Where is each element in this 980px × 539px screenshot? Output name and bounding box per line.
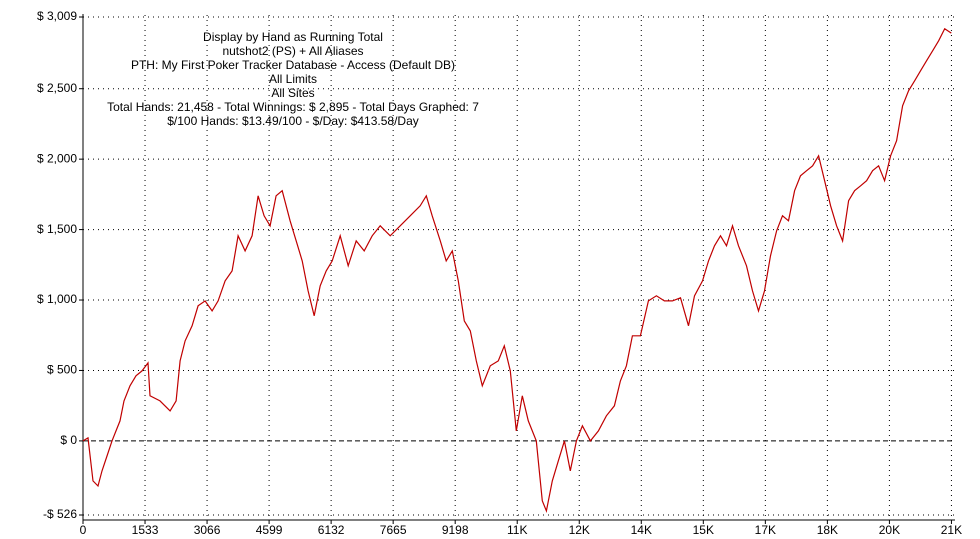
x-tick-label: 0	[80, 523, 87, 537]
x-tick-label: 15K	[693, 523, 714, 537]
y-tick-label: $ 1,500	[37, 222, 77, 236]
x-tick-label: 20K	[879, 523, 900, 537]
annotation: All Sites	[271, 86, 314, 100]
annotation: All Limits	[269, 72, 317, 86]
y-tick-label: $ 500	[47, 363, 77, 377]
x-tick-label: 4599	[256, 523, 283, 537]
annotation: nutshot2 (PS) + All Aliases	[222, 44, 363, 58]
annotation: PTH: My First Poker Tracker Database - A…	[131, 58, 455, 72]
x-tick-label: 9198	[442, 523, 469, 537]
x-tick-label: 17K	[755, 523, 776, 537]
y-tick-label: $ 2,000	[37, 151, 77, 165]
x-tick-label: 6132	[318, 523, 345, 537]
x-tick-label: 1533	[132, 523, 159, 537]
x-tick-label: 21K	[941, 523, 962, 537]
x-tick-label: 11K	[507, 523, 527, 537]
y-tick-label: $ 1,000	[37, 292, 77, 306]
y-tick-label: $ 2,500	[37, 81, 77, 95]
y-tick-label: -$ 526	[43, 507, 77, 521]
annotation: $/100 Hands: $13.49/100 - $/Day: $413.58…	[167, 114, 419, 128]
x-tick-label: 14K	[631, 523, 652, 537]
data-line	[82, 27, 952, 513]
x-tick-label: 3066	[194, 523, 221, 537]
x-tick-label: 12K	[569, 523, 590, 537]
y-tick-label: $ 3,009	[37, 9, 77, 23]
x-tick-label: 7665	[380, 523, 407, 537]
annotation: Total Hands: 21,458 - Total Winnings: $ …	[107, 100, 479, 114]
annotation: Display by Hand as Running Total	[203, 30, 383, 44]
y-tick-label: $ 0	[60, 433, 77, 447]
x-tick-label: 18K	[817, 523, 838, 537]
